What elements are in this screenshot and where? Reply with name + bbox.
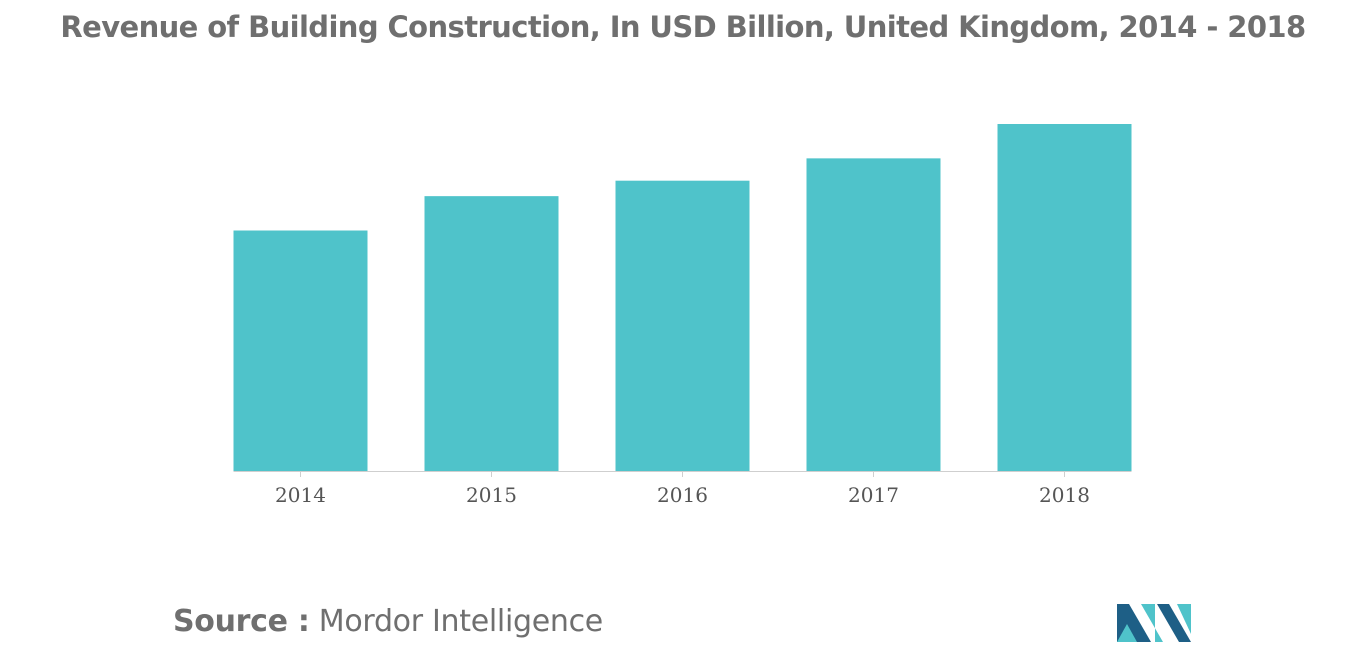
x-tick-label-2015: 2015 bbox=[466, 483, 517, 507]
x-tick-label-2017: 2017 bbox=[848, 483, 899, 507]
bar-2016 bbox=[615, 180, 750, 472]
x-tick-label-2018: 2018 bbox=[1039, 483, 1090, 507]
x-tick-labels-layer: 2014 2015 2016 2017 2018 bbox=[275, 483, 1090, 507]
x-ticks-layer bbox=[300, 471, 1065, 477]
bars-layer bbox=[233, 124, 1132, 472]
source-label: Source : bbox=[173, 604, 310, 639]
mordor-intelligence-logo-icon bbox=[1117, 604, 1191, 642]
bar-2015 bbox=[424, 196, 559, 472]
source-note: Source : Mordor Intelligence bbox=[173, 604, 603, 639]
bar-2018 bbox=[997, 124, 1132, 471]
bar-2017 bbox=[806, 158, 941, 471]
x-tick-label-2016: 2016 bbox=[657, 483, 708, 507]
chart-title: Revenue of Building Construction, In USD… bbox=[60, 10, 1306, 44]
source-text: Mordor Intelligence bbox=[318, 604, 603, 639]
bar-2014 bbox=[233, 230, 368, 471]
x-tick-label-2014: 2014 bbox=[275, 483, 326, 507]
